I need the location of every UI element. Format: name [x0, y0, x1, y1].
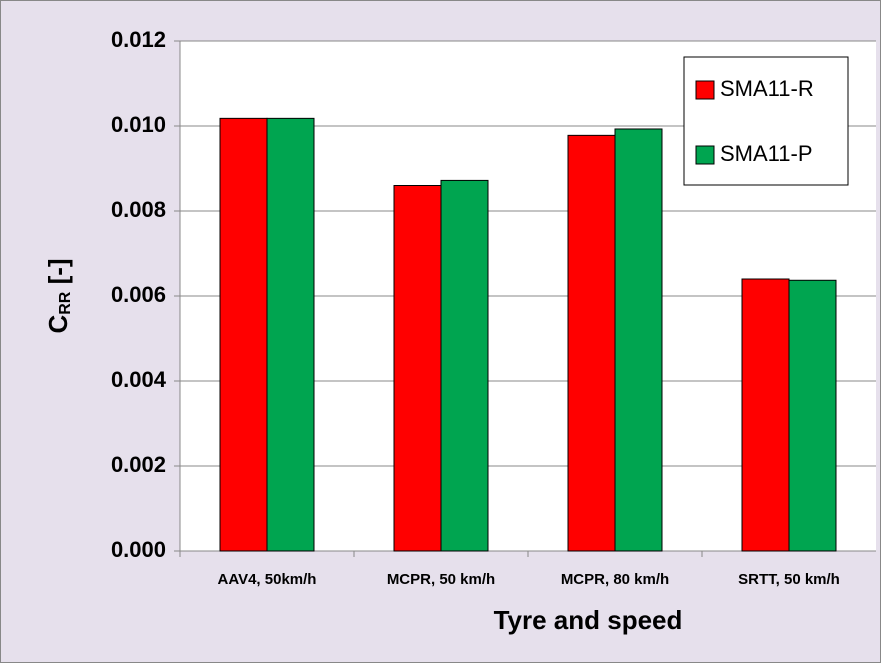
x-tick-label: MCPR, 80 km/h — [561, 571, 669, 588]
legend-swatch — [695, 80, 715, 100]
y-label-suffix: [-] — [43, 258, 73, 291]
y-tick-label: 0.000 — [111, 537, 166, 562]
bar — [219, 117, 268, 552]
y-tick-label: 0.008 — [111, 197, 166, 222]
bar — [266, 117, 315, 552]
bar — [741, 278, 790, 552]
x-tick-label: AAV4, 50km/h — [218, 571, 317, 588]
y-tick-label: 0.012 — [111, 27, 166, 52]
bar — [440, 179, 489, 552]
bar — [614, 128, 663, 552]
bar — [393, 185, 442, 552]
legend-label: SMA11-R — [720, 76, 814, 101]
legend-label: SMA11-P — [720, 141, 813, 166]
y-axis-label: CRR [-] — [43, 258, 74, 333]
y-label-main: C — [43, 315, 73, 334]
x-tick-label: SRTT, 50 km/h — [738, 571, 840, 588]
y-tick-label: 0.004 — [111, 367, 167, 392]
y-tick-label: 0.006 — [111, 282, 166, 307]
y-label-sub: RR — [57, 291, 74, 315]
x-tick-label: MCPR, 50 km/h — [387, 571, 495, 588]
bar — [788, 279, 837, 552]
y-tick-label: 0.002 — [111, 452, 166, 477]
x-axis-label: Tyre and speed — [494, 605, 683, 635]
legend-swatch — [695, 145, 715, 165]
bar — [567, 134, 616, 552]
y-tick-label: 0.010 — [111, 112, 166, 137]
